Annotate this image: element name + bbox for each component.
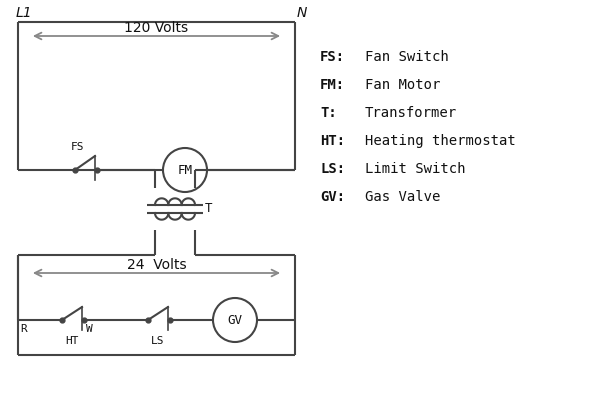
Text: FM: FM xyxy=(178,164,192,176)
Text: FS: FS xyxy=(71,142,84,152)
Text: GV: GV xyxy=(228,314,242,326)
Text: Transformer: Transformer xyxy=(365,106,457,120)
Text: FM:: FM: xyxy=(320,78,345,92)
Text: HT: HT xyxy=(65,336,78,346)
Text: N: N xyxy=(297,6,307,20)
Text: Heating thermostat: Heating thermostat xyxy=(365,134,516,148)
Text: LS:: LS: xyxy=(320,162,345,176)
Text: W: W xyxy=(86,324,93,334)
Text: L1: L1 xyxy=(16,6,32,20)
Text: T: T xyxy=(205,202,212,216)
Text: HT:: HT: xyxy=(320,134,345,148)
Text: Fan Switch: Fan Switch xyxy=(365,50,449,64)
Text: GV:: GV: xyxy=(320,190,345,204)
Text: Limit Switch: Limit Switch xyxy=(365,162,466,176)
Text: FS:: FS: xyxy=(320,50,345,64)
Text: 120 Volts: 120 Volts xyxy=(124,21,189,35)
Text: 24  Volts: 24 Volts xyxy=(127,258,186,272)
Text: LS: LS xyxy=(151,336,165,346)
Text: Gas Valve: Gas Valve xyxy=(365,190,440,204)
Text: T:: T: xyxy=(320,106,337,120)
Text: R: R xyxy=(20,324,27,334)
Text: Fan Motor: Fan Motor xyxy=(365,78,440,92)
